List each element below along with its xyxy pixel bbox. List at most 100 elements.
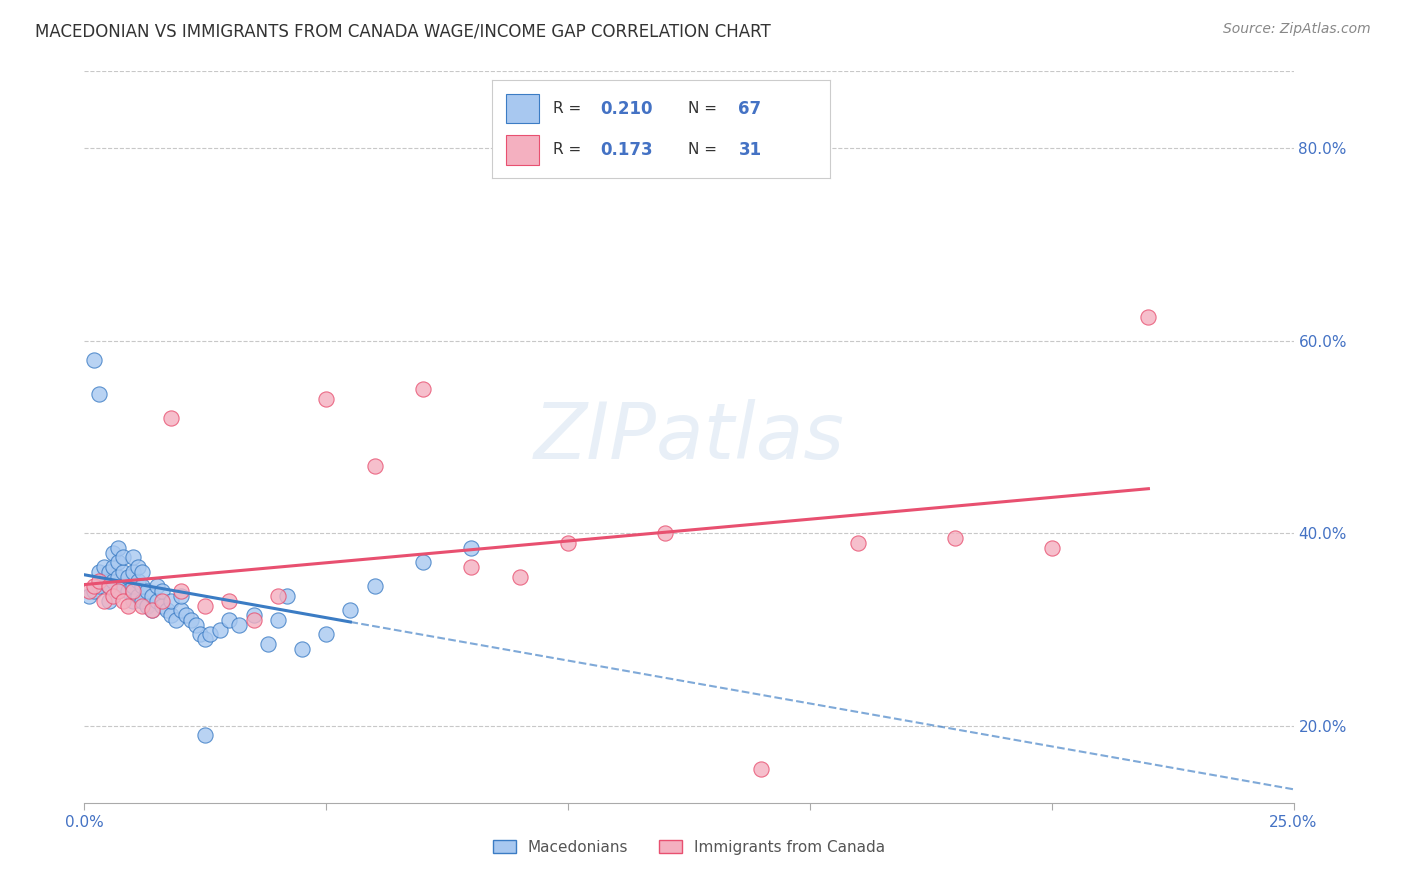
Text: MACEDONIAN VS IMMIGRANTS FROM CANADA WAGE/INCOME GAP CORRELATION CHART: MACEDONIAN VS IMMIGRANTS FROM CANADA WAG…: [35, 22, 770, 40]
Point: [184, 617, 207, 632]
Text: R =: R =: [553, 143, 586, 158]
Point: [121, 584, 143, 599]
Point: [363, 458, 385, 473]
Point: [557, 536, 579, 550]
Point: [93, 593, 115, 607]
Point: [194, 632, 217, 647]
Point: [146, 593, 169, 607]
Text: 0.173: 0.173: [600, 141, 652, 159]
Point: [83, 579, 105, 593]
Point: [136, 584, 159, 599]
Point: [315, 392, 337, 406]
Point: [654, 526, 676, 541]
Point: [97, 579, 120, 593]
Point: [121, 550, 143, 565]
Point: [150, 599, 173, 613]
Point: [194, 728, 217, 742]
Text: 31: 31: [738, 141, 762, 159]
Point: [131, 579, 153, 593]
Point: [412, 555, 434, 569]
Point: [107, 569, 129, 583]
Text: 0.210: 0.210: [600, 100, 652, 118]
Point: [180, 613, 202, 627]
Point: [77, 589, 100, 603]
Point: [131, 565, 153, 579]
Point: [117, 569, 139, 583]
Point: [1137, 310, 1160, 324]
Point: [103, 545, 125, 559]
Point: [93, 574, 115, 589]
Point: [267, 613, 290, 627]
Point: [83, 584, 105, 599]
Point: [107, 555, 129, 569]
Point: [112, 565, 135, 579]
Text: Source: ZipAtlas.com: Source: ZipAtlas.com: [1223, 22, 1371, 37]
Text: 67: 67: [738, 100, 762, 118]
Point: [160, 593, 183, 607]
Point: [136, 599, 159, 613]
Point: [218, 613, 240, 627]
Text: N =: N =: [688, 101, 721, 116]
Point: [127, 589, 149, 603]
Point: [339, 603, 361, 617]
Point: [87, 565, 110, 579]
Point: [1040, 541, 1063, 555]
Point: [87, 579, 110, 593]
Point: [228, 617, 250, 632]
Point: [77, 584, 100, 599]
Point: [218, 593, 240, 607]
Point: [751, 762, 773, 776]
Point: [141, 589, 163, 603]
Bar: [506, 136, 540, 165]
Point: [165, 613, 187, 627]
Point: [943, 531, 966, 545]
Point: [170, 584, 193, 599]
Point: [131, 599, 153, 613]
Point: [121, 579, 143, 593]
Point: [190, 627, 212, 641]
Point: [509, 569, 531, 583]
Point: [127, 560, 149, 574]
Point: [194, 599, 217, 613]
Point: [131, 593, 153, 607]
Point: [141, 603, 163, 617]
Point: [242, 608, 264, 623]
Point: [93, 560, 115, 574]
Point: [174, 608, 197, 623]
Point: [208, 623, 231, 637]
Point: [315, 627, 337, 641]
Point: [87, 574, 110, 589]
Point: [112, 579, 135, 593]
Point: [117, 584, 139, 599]
Point: [170, 603, 193, 617]
Text: ZIPatlas: ZIPatlas: [533, 399, 845, 475]
Point: [83, 353, 105, 368]
Point: [267, 589, 290, 603]
Point: [121, 565, 143, 579]
Point: [103, 574, 125, 589]
Point: [460, 560, 482, 574]
Point: [150, 584, 173, 599]
Text: R =: R =: [553, 101, 586, 116]
Point: [103, 560, 125, 574]
Point: [146, 579, 169, 593]
Point: [363, 579, 385, 593]
Point: [117, 599, 139, 613]
Point: [198, 627, 221, 641]
Point: [155, 603, 177, 617]
Bar: [506, 94, 540, 123]
Point: [127, 574, 149, 589]
Text: N =: N =: [688, 143, 721, 158]
Point: [97, 565, 120, 579]
Point: [257, 637, 280, 651]
Point: [160, 608, 183, 623]
Point: [242, 613, 264, 627]
Point: [460, 541, 482, 555]
Point: [160, 410, 183, 425]
Point: [291, 641, 314, 656]
Point: [103, 589, 125, 603]
Point: [112, 593, 135, 607]
Point: [170, 589, 193, 603]
Point: [150, 593, 173, 607]
Point: [412, 382, 434, 396]
